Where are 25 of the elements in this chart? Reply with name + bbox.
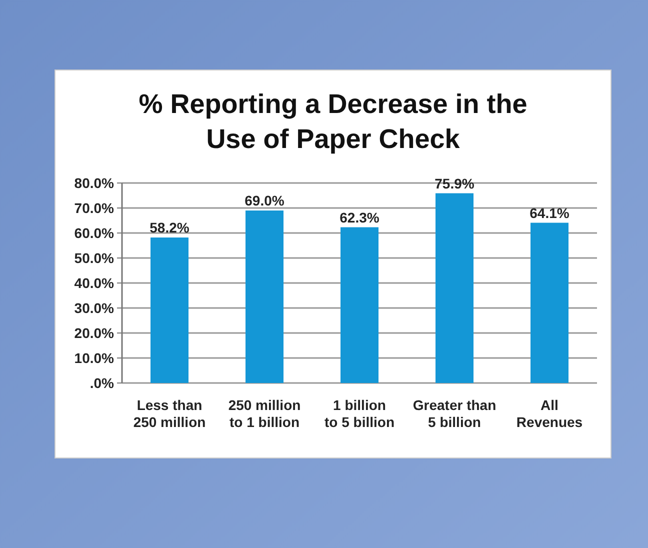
y-tick-label: 80.0% (74, 174, 115, 191)
x-tick-label: All Revenues (516, 397, 583, 430)
y-tick-label: 70.0% (74, 200, 115, 216)
bar (340, 227, 378, 383)
bar (530, 222, 568, 383)
x-tick-label: 250 million to 1 billion (228, 397, 301, 430)
bar (246, 210, 284, 383)
data-label: 62.3% (340, 209, 380, 226)
y-tick-label: .0% (90, 374, 115, 391)
x-tick-label: Greater than 5 billion (412, 397, 496, 430)
bar (436, 193, 474, 383)
y-tick-label: 10.0% (74, 350, 115, 366)
data-label: 75.9% (434, 175, 475, 192)
y-tick-label: 40.0% (74, 274, 115, 291)
y-tick-label: 20.0% (74, 324, 115, 341)
data-label: 64.1% (530, 204, 570, 221)
y-tick-label: 50.0% (74, 250, 115, 266)
y-tick-label: 60.0% (74, 224, 115, 241)
chart-title: % Reporting a Decrease in the Use of Paper Check (138, 89, 528, 154)
bar (150, 238, 188, 383)
y-tick-label: 30.0% (74, 300, 115, 316)
data-label: 69.0% (244, 192, 285, 208)
x-tick-label: 1 billion to 5 billion (324, 397, 394, 430)
data-label: 58.2% (150, 220, 190, 236)
x-tick-label: Less than 250 million (133, 397, 206, 430)
